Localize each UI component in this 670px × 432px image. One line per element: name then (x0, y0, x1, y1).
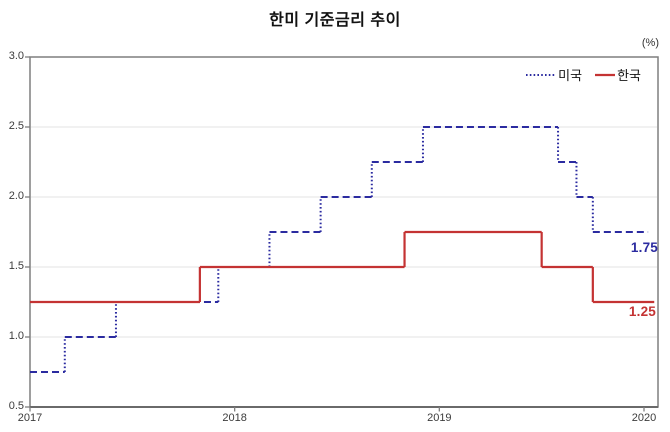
us-line-swatch (526, 73, 557, 76)
legend-item-kr: 한국 (595, 65, 641, 84)
y-axis-label: 2.5 (8, 120, 24, 132)
y-axis-label: 1.5 (8, 260, 24, 272)
y-axis-label: 0.5 (8, 400, 24, 412)
x-axis-label: 2018 (222, 412, 247, 424)
y-axis-label: 2.0 (8, 190, 24, 202)
unit-label: (%) (641, 37, 659, 49)
legend-label-us: 미국 (558, 68, 583, 83)
plot-frame (29, 56, 659, 408)
legend: 미국 한국 (526, 65, 641, 84)
us-series-line-vertical (63, 127, 594, 372)
us-end-label: 1.75 (630, 240, 658, 255)
kr-end-label: 1.25 (628, 304, 656, 319)
x-axis-label: 2019 (427, 412, 452, 424)
legend-label-kr: 한국 (617, 68, 641, 83)
x-axis-label: 2020 (631, 412, 657, 424)
y-axis-label: 1.0 (8, 330, 24, 342)
y-axis-label: 3.0 (8, 50, 24, 62)
chart-title: 한미 기준금리 추이 (269, 12, 401, 29)
legend-item-us: 미국 (526, 65, 582, 84)
x-axis-label: 2017 (17, 412, 43, 424)
kr-line-swatch (595, 73, 616, 76)
kr-series-line (30, 230, 655, 304)
us-series-line (30, 126, 649, 373)
